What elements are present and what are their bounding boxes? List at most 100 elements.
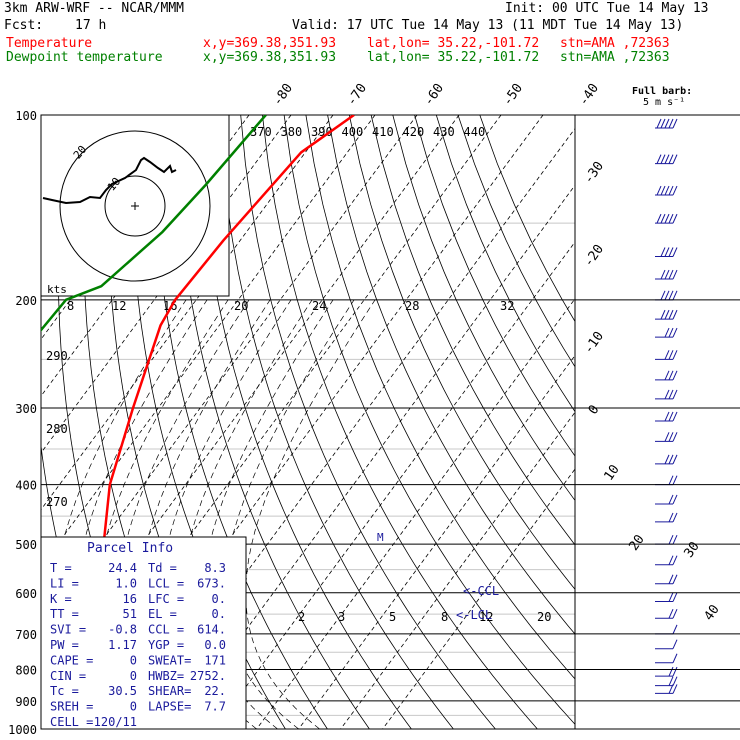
isotherm-line — [41, 115, 460, 681]
theta-tick-label: 430 — [433, 125, 455, 139]
parcel-param-value: 1.0 — [115, 576, 137, 590]
level-markers: <-CCL <-LCL M — [377, 531, 499, 622]
dewpoint-legend: Dewpoint temperature — [6, 50, 163, 65]
wind-barb-flag — [668, 454, 674, 465]
wind-barb-flag — [672, 534, 678, 545]
wind-barb — [655, 389, 678, 400]
dry-adiabat-line — [348, 115, 575, 590]
mixing-ratio-label: 20 — [537, 610, 551, 624]
temperature-latlon: lat,lon= 35.22,-101.72 — [367, 36, 540, 51]
isotherm-line — [340, 411, 575, 729]
mixing-ratio-label: 32 — [500, 299, 514, 313]
wind-barb-flag — [660, 118, 666, 129]
theta-tick-label: 420 — [403, 125, 425, 139]
model-title: 3km ARW-WRF -- NCAR/MMM — [4, 1, 185, 16]
wind-barb — [655, 666, 678, 677]
pressure-tick-label: 600 — [15, 587, 37, 601]
isotherm-line — [41, 115, 376, 568]
wind-barb-flag — [664, 309, 670, 320]
wind-barb-flag — [664, 185, 670, 196]
parcel-param-label: PW = — [50, 638, 79, 652]
parcel-param-label: YGP = — [148, 638, 184, 652]
parcel-param-value: 0. — [212, 607, 226, 621]
wind-barb — [655, 327, 678, 338]
wind-barb — [655, 512, 678, 523]
wind-barb — [655, 608, 678, 619]
hodograph-kts-label: kts — [47, 283, 67, 296]
wind-barb-flag — [672, 185, 678, 196]
wind-barb-flag — [664, 154, 670, 164]
dry-adiabat-line — [392, 115, 575, 502]
parcel-param-label: LFC = — [148, 592, 184, 606]
mixing-ratio-label: 3 — [338, 610, 345, 624]
temperature-tick-label: 0 — [586, 402, 603, 417]
parcel-param-label: K = — [50, 592, 72, 606]
wind-barb-flag — [672, 290, 678, 301]
wind-barb-flag — [668, 432, 674, 442]
wind-barb-flag — [672, 592, 678, 602]
wind-barb-flag — [656, 154, 662, 164]
wind-barb-flag — [672, 624, 678, 635]
wind-barb-flag — [672, 555, 678, 565]
wind-barb — [655, 350, 678, 360]
parcel-param-label: Td = — [148, 561, 177, 575]
wind-barb — [655, 574, 678, 585]
wind-barb-flag — [668, 475, 674, 485]
parcel-param-value: 2752. — [190, 669, 226, 683]
init-time: Init: 00 UTC Tue 14 May 13 — [505, 1, 709, 16]
parcel-param-value: 7.7 — [204, 700, 226, 714]
temperature-tick-label: -40 — [576, 81, 602, 109]
wind-barb-flag — [664, 454, 670, 465]
wind-barb-flag — [668, 213, 674, 224]
wind-barb-flag — [668, 574, 674, 584]
dry-adiabat-line — [370, 115, 575, 546]
parcel-param-label: Tc = — [50, 684, 79, 698]
isotherm-line — [41, 115, 334, 511]
parcel-param-label: LAPSE= — [148, 700, 191, 714]
wind-barb-flag — [664, 327, 670, 338]
theta-tick-label: 270 — [46, 495, 68, 509]
wind-barb-flag — [664, 247, 670, 257]
dry-adiabat-line — [175, 115, 370, 729]
pressure-tick-label: 400 — [15, 479, 37, 493]
dry-adiabat-line — [457, 115, 575, 368]
wind-barb-flag — [664, 350, 670, 360]
wind-barb-flag — [668, 411, 674, 422]
pressure-tick-label: 900 — [15, 695, 37, 709]
mixing-ratio-label: 20 — [234, 299, 248, 313]
mixing-ratio-label: 5 — [389, 610, 396, 624]
wind-barb-flag — [672, 639, 678, 649]
moist-adiabat-line — [245, 299, 376, 729]
mixing-ratio-label: 24 — [312, 299, 326, 313]
wind-barb-flag — [672, 213, 678, 224]
hodograph-trace — [42, 156, 177, 205]
wind-barb-flag — [672, 389, 678, 400]
parcel-info-title: Parcel Info — [87, 541, 173, 556]
wind-barb-flag — [660, 290, 666, 301]
wind-barb-flag — [664, 411, 670, 422]
wind-barb — [655, 269, 678, 280]
wind-barb-flag — [672, 154, 678, 164]
parcel-param-value: 673. — [197, 576, 226, 590]
wind-barb-flag — [672, 608, 678, 619]
parcel-param-value: -0.8 — [108, 623, 137, 637]
wind-barbs — [655, 118, 678, 694]
parcel-param-label: CIN = — [50, 669, 86, 683]
mixing-ratio-label: 28 — [405, 299, 419, 313]
wind-barb-flag — [672, 432, 678, 442]
wind-barb-flag — [664, 213, 670, 224]
mixing-ratio-label: 8 — [441, 610, 448, 624]
parcel-param-value: 30.5 — [108, 684, 137, 698]
barb-legend: Full barb: 5 m s⁻¹ — [632, 86, 692, 108]
mixing-ratio-label: 12 — [479, 610, 493, 624]
dry-adiabat-line — [479, 115, 575, 323]
wind-barb-flag — [660, 309, 666, 320]
wind-barb-flag — [668, 494, 674, 505]
pressure-tick-label: 100 — [15, 109, 37, 123]
wind-barb-flag — [656, 118, 662, 129]
wind-barb — [655, 213, 678, 224]
parcel-param-label: CCL = — [148, 623, 184, 637]
forecast-hour: 17 h — [75, 18, 107, 33]
parcel-param-label: TT = — [50, 607, 79, 621]
